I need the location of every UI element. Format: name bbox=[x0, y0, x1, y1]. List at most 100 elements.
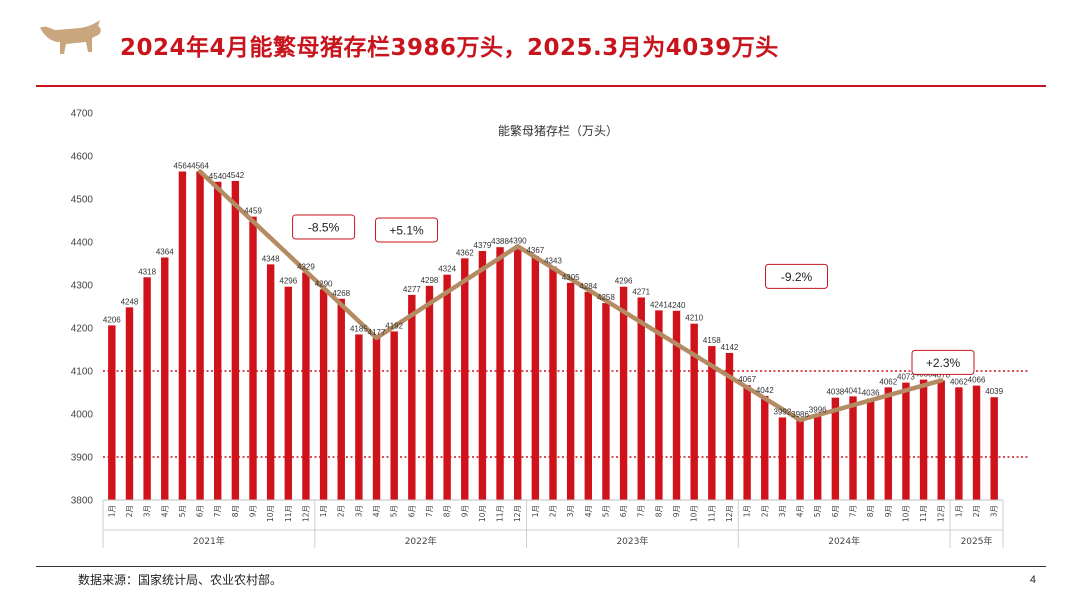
data-label: 4158 bbox=[703, 336, 721, 345]
x-tick-label: 3月 bbox=[143, 505, 152, 517]
data-label: 4062 bbox=[879, 377, 897, 386]
x-tick-label: 5月 bbox=[390, 505, 399, 517]
x-tick-label: 11月 bbox=[707, 505, 716, 522]
data-label: 4388 bbox=[491, 237, 509, 246]
x-tick-label: 12月 bbox=[937, 505, 946, 522]
bar bbox=[284, 286, 292, 500]
data-label: 4240 bbox=[668, 301, 686, 310]
data-label: 4042 bbox=[756, 386, 774, 395]
data-label: 4248 bbox=[121, 297, 139, 306]
bar bbox=[955, 387, 963, 500]
bar bbox=[814, 415, 822, 500]
bar bbox=[231, 180, 240, 500]
bar bbox=[619, 286, 628, 500]
data-label: 4296 bbox=[279, 277, 297, 286]
title-divider bbox=[36, 85, 1046, 87]
data-label: 4362 bbox=[456, 248, 474, 257]
bar-series bbox=[108, 171, 998, 501]
x-tick-label: 5月 bbox=[813, 505, 822, 517]
year-label: 2025年 bbox=[961, 535, 993, 547]
x-tick-label: 11月 bbox=[919, 505, 928, 522]
data-label: 4296 bbox=[615, 277, 633, 286]
x-tick-label: 1月 bbox=[743, 505, 752, 517]
bar bbox=[143, 277, 151, 500]
bar bbox=[761, 395, 769, 500]
x-tick-label: 10月 bbox=[266, 505, 275, 522]
y-tick-label: 4000 bbox=[71, 410, 94, 421]
data-label: 4343 bbox=[544, 257, 562, 266]
bar bbox=[972, 385, 981, 500]
bar bbox=[690, 323, 698, 500]
bar bbox=[355, 334, 363, 500]
x-tick-label: 6月 bbox=[407, 505, 416, 517]
trend-lines bbox=[197, 169, 944, 423]
y-tick-label: 4300 bbox=[71, 281, 94, 292]
data-label: 4284 bbox=[579, 282, 597, 291]
x-tick-label: 3月 bbox=[990, 505, 999, 517]
year-label: 2023年 bbox=[616, 535, 648, 547]
page-number: 4 bbox=[1029, 574, 1036, 586]
bar bbox=[372, 337, 381, 500]
bar bbox=[425, 285, 434, 500]
chart-title: 能繁母猪存栏（万头） bbox=[498, 123, 618, 138]
x-tick-label: 2月 bbox=[125, 505, 134, 517]
page-title: 2024年4月能繁母猪存栏3986万头，2025.3月为4039万头 bbox=[120, 35, 779, 61]
y-tick-label: 3800 bbox=[71, 496, 94, 507]
bar bbox=[672, 310, 681, 500]
change-label: +5.1% bbox=[389, 223, 424, 237]
y-tick-label: 3900 bbox=[71, 453, 94, 464]
bar bbox=[531, 256, 540, 500]
data-label: 4348 bbox=[262, 254, 280, 263]
data-label: 4185 bbox=[350, 324, 368, 333]
change-label: -9.2% bbox=[781, 270, 813, 284]
data-label: 3996 bbox=[809, 406, 827, 415]
y-tick-label: 4500 bbox=[71, 195, 94, 206]
y-tick-label: 4700 bbox=[71, 109, 94, 120]
data-label: 4367 bbox=[526, 246, 544, 255]
x-tick-label: 7月 bbox=[213, 505, 222, 517]
x-tick-label: 3月 bbox=[354, 505, 363, 517]
x-tick-label: 4月 bbox=[372, 505, 381, 517]
x-tick-label: 8月 bbox=[231, 505, 240, 517]
bar bbox=[602, 303, 610, 500]
data-label: 4271 bbox=[632, 287, 650, 296]
data-source: 数据来源：国家统计局、农业农村部。 bbox=[78, 573, 283, 587]
bar bbox=[337, 298, 345, 500]
data-label: 4039 bbox=[985, 387, 1003, 396]
data-label: 4564 bbox=[174, 161, 192, 170]
x-axis: 1月 2月 3月 4月 5月 6月 7月 8月 9月 10月 11月 12月 1月 2月 3月 4月 5月 6月 7… bbox=[102, 499, 1004, 548]
x-tick-label: 2月 bbox=[337, 505, 346, 517]
bar bbox=[655, 310, 663, 500]
x-tick-label: 5月 bbox=[601, 505, 610, 517]
x-tick-label: 2月 bbox=[760, 505, 769, 517]
change-annotations: -8.5% +5.1% -9.2% +2.3% bbox=[292, 214, 975, 375]
x-tick-label: 9月 bbox=[460, 505, 469, 517]
x-tick-label: 12月 bbox=[513, 505, 522, 522]
x-tick-label: 7月 bbox=[849, 505, 858, 517]
bar bbox=[214, 181, 222, 501]
x-tick-label: 10月 bbox=[690, 505, 699, 522]
x-tick-label: 12月 bbox=[725, 505, 734, 522]
x-tick-label: 1月 bbox=[954, 505, 963, 517]
data-label: 4390 bbox=[509, 236, 527, 245]
x-tick-label: 8月 bbox=[866, 505, 875, 517]
x-tick-label: 4月 bbox=[584, 505, 593, 517]
bar bbox=[866, 398, 875, 500]
bar bbox=[937, 380, 945, 500]
x-tick-label: 3月 bbox=[566, 505, 575, 517]
x-tick-label: 12月 bbox=[301, 505, 310, 522]
y-tick-label: 4100 bbox=[71, 367, 94, 378]
year-label: 2022年 bbox=[405, 535, 437, 547]
bar bbox=[566, 282, 575, 500]
data-label: 4177 bbox=[368, 328, 386, 337]
x-tick-label: 4月 bbox=[160, 505, 169, 517]
footer-divider bbox=[36, 566, 1046, 567]
x-tick-label: 10月 bbox=[478, 505, 487, 522]
data-label: 4459 bbox=[244, 207, 262, 216]
data-label: 4305 bbox=[562, 273, 580, 282]
data-label: 4062 bbox=[950, 377, 968, 386]
x-tick-label: 1月 bbox=[319, 505, 328, 517]
data-label: 4324 bbox=[438, 265, 456, 274]
x-tick-label: 1月 bbox=[107, 505, 116, 517]
x-tick-label: 2月 bbox=[549, 505, 558, 517]
